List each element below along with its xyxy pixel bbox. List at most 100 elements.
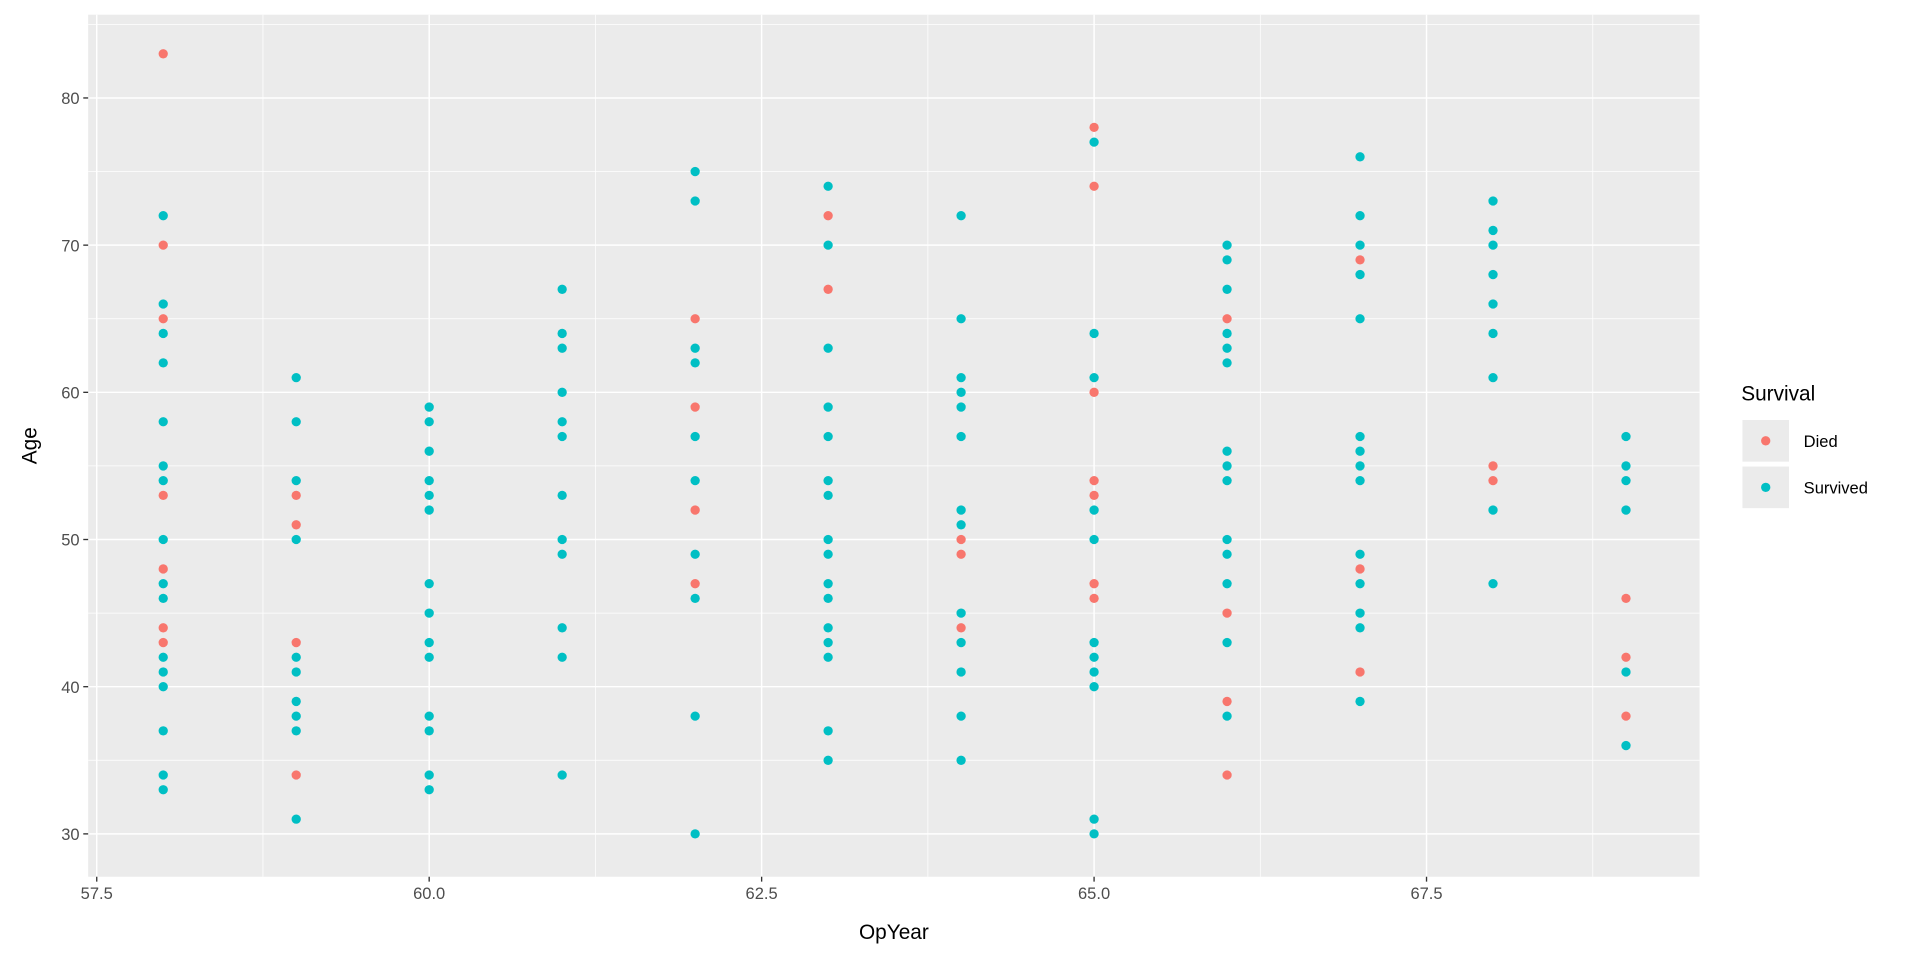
data-point-survived	[424, 475, 434, 486]
data-point-survived	[690, 549, 700, 559]
data-point-survived	[158, 593, 168, 604]
data-point-survived	[1222, 549, 1232, 559]
data-point-survived	[158, 667, 168, 677]
data-point-survived	[424, 490, 434, 501]
data-point-died	[690, 579, 700, 589]
data-point-survived	[424, 505, 434, 515]
data-point-survived	[158, 417, 168, 427]
data-point-survived	[291, 696, 301, 707]
data-point-survived	[690, 711, 700, 721]
data-point-survived	[291, 814, 301, 824]
data-point-survived	[1222, 534, 1232, 545]
data-point-survived	[1089, 534, 1099, 545]
data-point-died	[158, 623, 168, 633]
data-point-died	[690, 402, 700, 412]
data-point-died	[1488, 475, 1498, 486]
data-point-survived	[424, 446, 434, 456]
data-point-survived	[956, 211, 966, 221]
data-point-survived	[956, 520, 966, 530]
data-point-survived	[424, 402, 434, 412]
data-point-survived	[956, 505, 966, 515]
data-point-survived	[1621, 667, 1631, 677]
data-point-survived	[1355, 475, 1365, 486]
data-point-survived	[158, 534, 168, 545]
data-point-survived	[823, 181, 833, 191]
data-point-survived	[291, 417, 301, 427]
data-point-survived	[1621, 431, 1631, 442]
data-point-survived	[158, 461, 168, 471]
data-point-survived	[1222, 446, 1232, 456]
data-point-survived	[291, 726, 301, 736]
data-point-survived	[557, 549, 567, 559]
data-point-survived	[424, 711, 434, 721]
data-point-died	[690, 314, 700, 324]
data-point-died	[1621, 711, 1631, 721]
data-point-survived	[557, 387, 567, 397]
data-point-survived	[1355, 696, 1365, 707]
data-point-survived	[1089, 652, 1099, 662]
data-point-survived	[158, 785, 168, 795]
grid-minor	[88, 14, 1700, 877]
data-point-survived	[690, 829, 700, 839]
data-point-survived	[557, 490, 567, 501]
data-point-died	[1089, 579, 1099, 589]
data-point-died	[1089, 490, 1099, 501]
x-tick-label: 60.0	[413, 884, 445, 903]
data-point-survived	[1488, 372, 1498, 383]
data-point-survived	[1089, 682, 1099, 692]
data-point-survived	[158, 682, 168, 692]
data-point-survived	[1089, 829, 1099, 839]
data-point-survived	[823, 240, 833, 250]
data-point-died	[158, 490, 168, 501]
data-point-survived	[823, 637, 833, 648]
data-point-died	[1089, 593, 1099, 604]
data-point-survived	[1089, 814, 1099, 824]
data-point-died	[1089, 122, 1099, 133]
data-point-survived	[823, 343, 833, 353]
data-point-survived	[1621, 740, 1631, 751]
data-point-survived	[1222, 328, 1232, 339]
data-point-survived	[823, 534, 833, 545]
data-point-survived	[823, 579, 833, 589]
y-tick-label: 50	[61, 531, 79, 550]
data-point-survived	[1355, 314, 1365, 324]
data-point-survived	[1222, 637, 1232, 648]
data-point-died	[1089, 181, 1099, 191]
data-point-survived	[823, 431, 833, 442]
data-point-survived	[1222, 579, 1232, 589]
data-point-survived	[1355, 549, 1365, 559]
data-point-survived	[1089, 328, 1099, 339]
data-point-survived	[1222, 711, 1232, 721]
legend: Survival Died Survived	[1741, 382, 1868, 509]
data-point-survived	[291, 652, 301, 662]
x-tick-label: 67.5	[1410, 884, 1442, 903]
data-point-survived	[1355, 240, 1365, 250]
data-point-survived	[956, 314, 966, 324]
data-point-survived	[1222, 475, 1232, 486]
data-point-died	[690, 505, 700, 515]
data-point-survived	[1089, 637, 1099, 648]
data-point-survived	[158, 299, 168, 309]
data-point-survived	[158, 358, 168, 368]
data-point-survived	[158, 579, 168, 589]
data-point-died	[158, 240, 168, 250]
data-point-survived	[690, 196, 700, 206]
y-tick-label: 80	[61, 89, 79, 108]
data-point-survived	[823, 490, 833, 501]
data-point-died	[1621, 593, 1631, 604]
data-point-survived	[158, 211, 168, 221]
x-axis-title: OpYear	[859, 921, 929, 944]
data-point-survived	[557, 431, 567, 442]
data-point-survived	[424, 417, 434, 427]
data-point-died	[158, 314, 168, 324]
x-tick-label: 62.5	[746, 884, 778, 903]
y-tick-label: 70	[61, 236, 79, 255]
data-point-survived	[1089, 137, 1099, 147]
data-point-survived	[1089, 505, 1099, 515]
data-point-survived	[557, 284, 567, 294]
data-point-survived	[1488, 299, 1498, 309]
data-point-survived	[823, 402, 833, 412]
data-point-died	[1355, 255, 1365, 265]
data-point-survived	[424, 579, 434, 589]
